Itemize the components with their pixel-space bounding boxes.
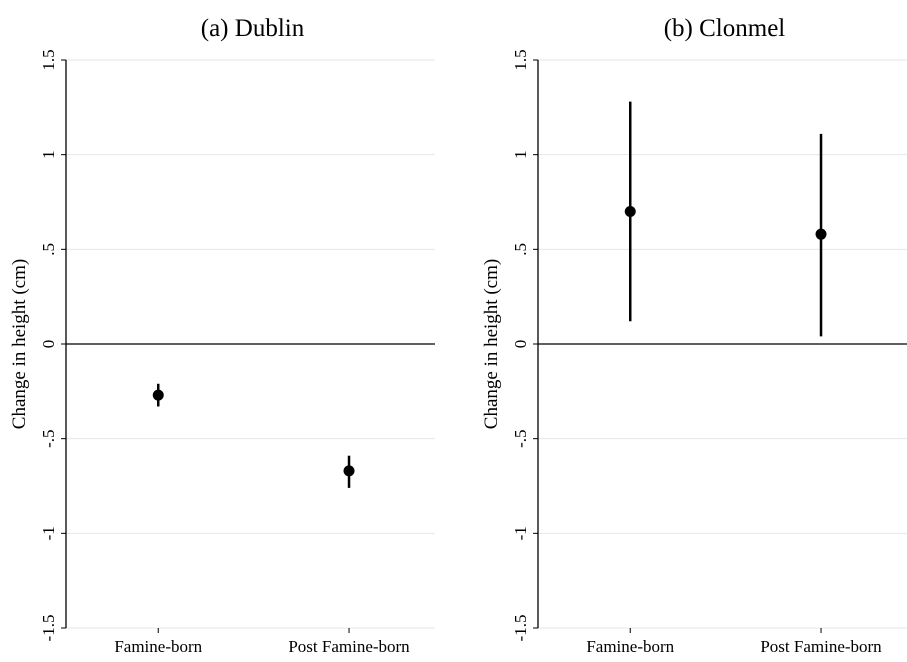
- y-tick-label: -.5: [511, 429, 530, 447]
- y-tick-label: -1.5: [39, 615, 58, 642]
- x-tick-label: Post Famine-born: [288, 637, 410, 656]
- x-tick-label: Famine-born: [114, 637, 202, 656]
- chart-title: (b) Clonmel: [664, 15, 786, 42]
- y-tick-label: .5: [39, 243, 58, 256]
- point: [343, 465, 355, 477]
- y-tick-label: -1.5: [511, 615, 530, 642]
- point: [815, 228, 827, 240]
- y-axis-label: Change in height (cm): [9, 259, 30, 429]
- point: [624, 205, 636, 217]
- y-tick-label: 0: [39, 340, 58, 349]
- y-tick-label: -1: [511, 526, 530, 540]
- chart-title: (a) Dublin: [201, 15, 305, 42]
- y-axis-label: Change in height (cm): [481, 259, 502, 429]
- y-tick-label: -.5: [39, 429, 58, 447]
- y-tick-label: 1.5: [39, 49, 58, 70]
- y-tick-label: 0: [511, 340, 530, 349]
- x-tick-label: Famine-born: [586, 637, 674, 656]
- y-tick-label: 1: [39, 150, 58, 159]
- y-tick-label: -1: [39, 526, 58, 540]
- x-tick-label: Post Famine-born: [760, 637, 882, 656]
- point: [152, 389, 164, 401]
- y-tick-label: 1.5: [511, 49, 530, 70]
- y-tick-label: .5: [511, 243, 530, 256]
- y-tick-label: 1: [511, 150, 530, 159]
